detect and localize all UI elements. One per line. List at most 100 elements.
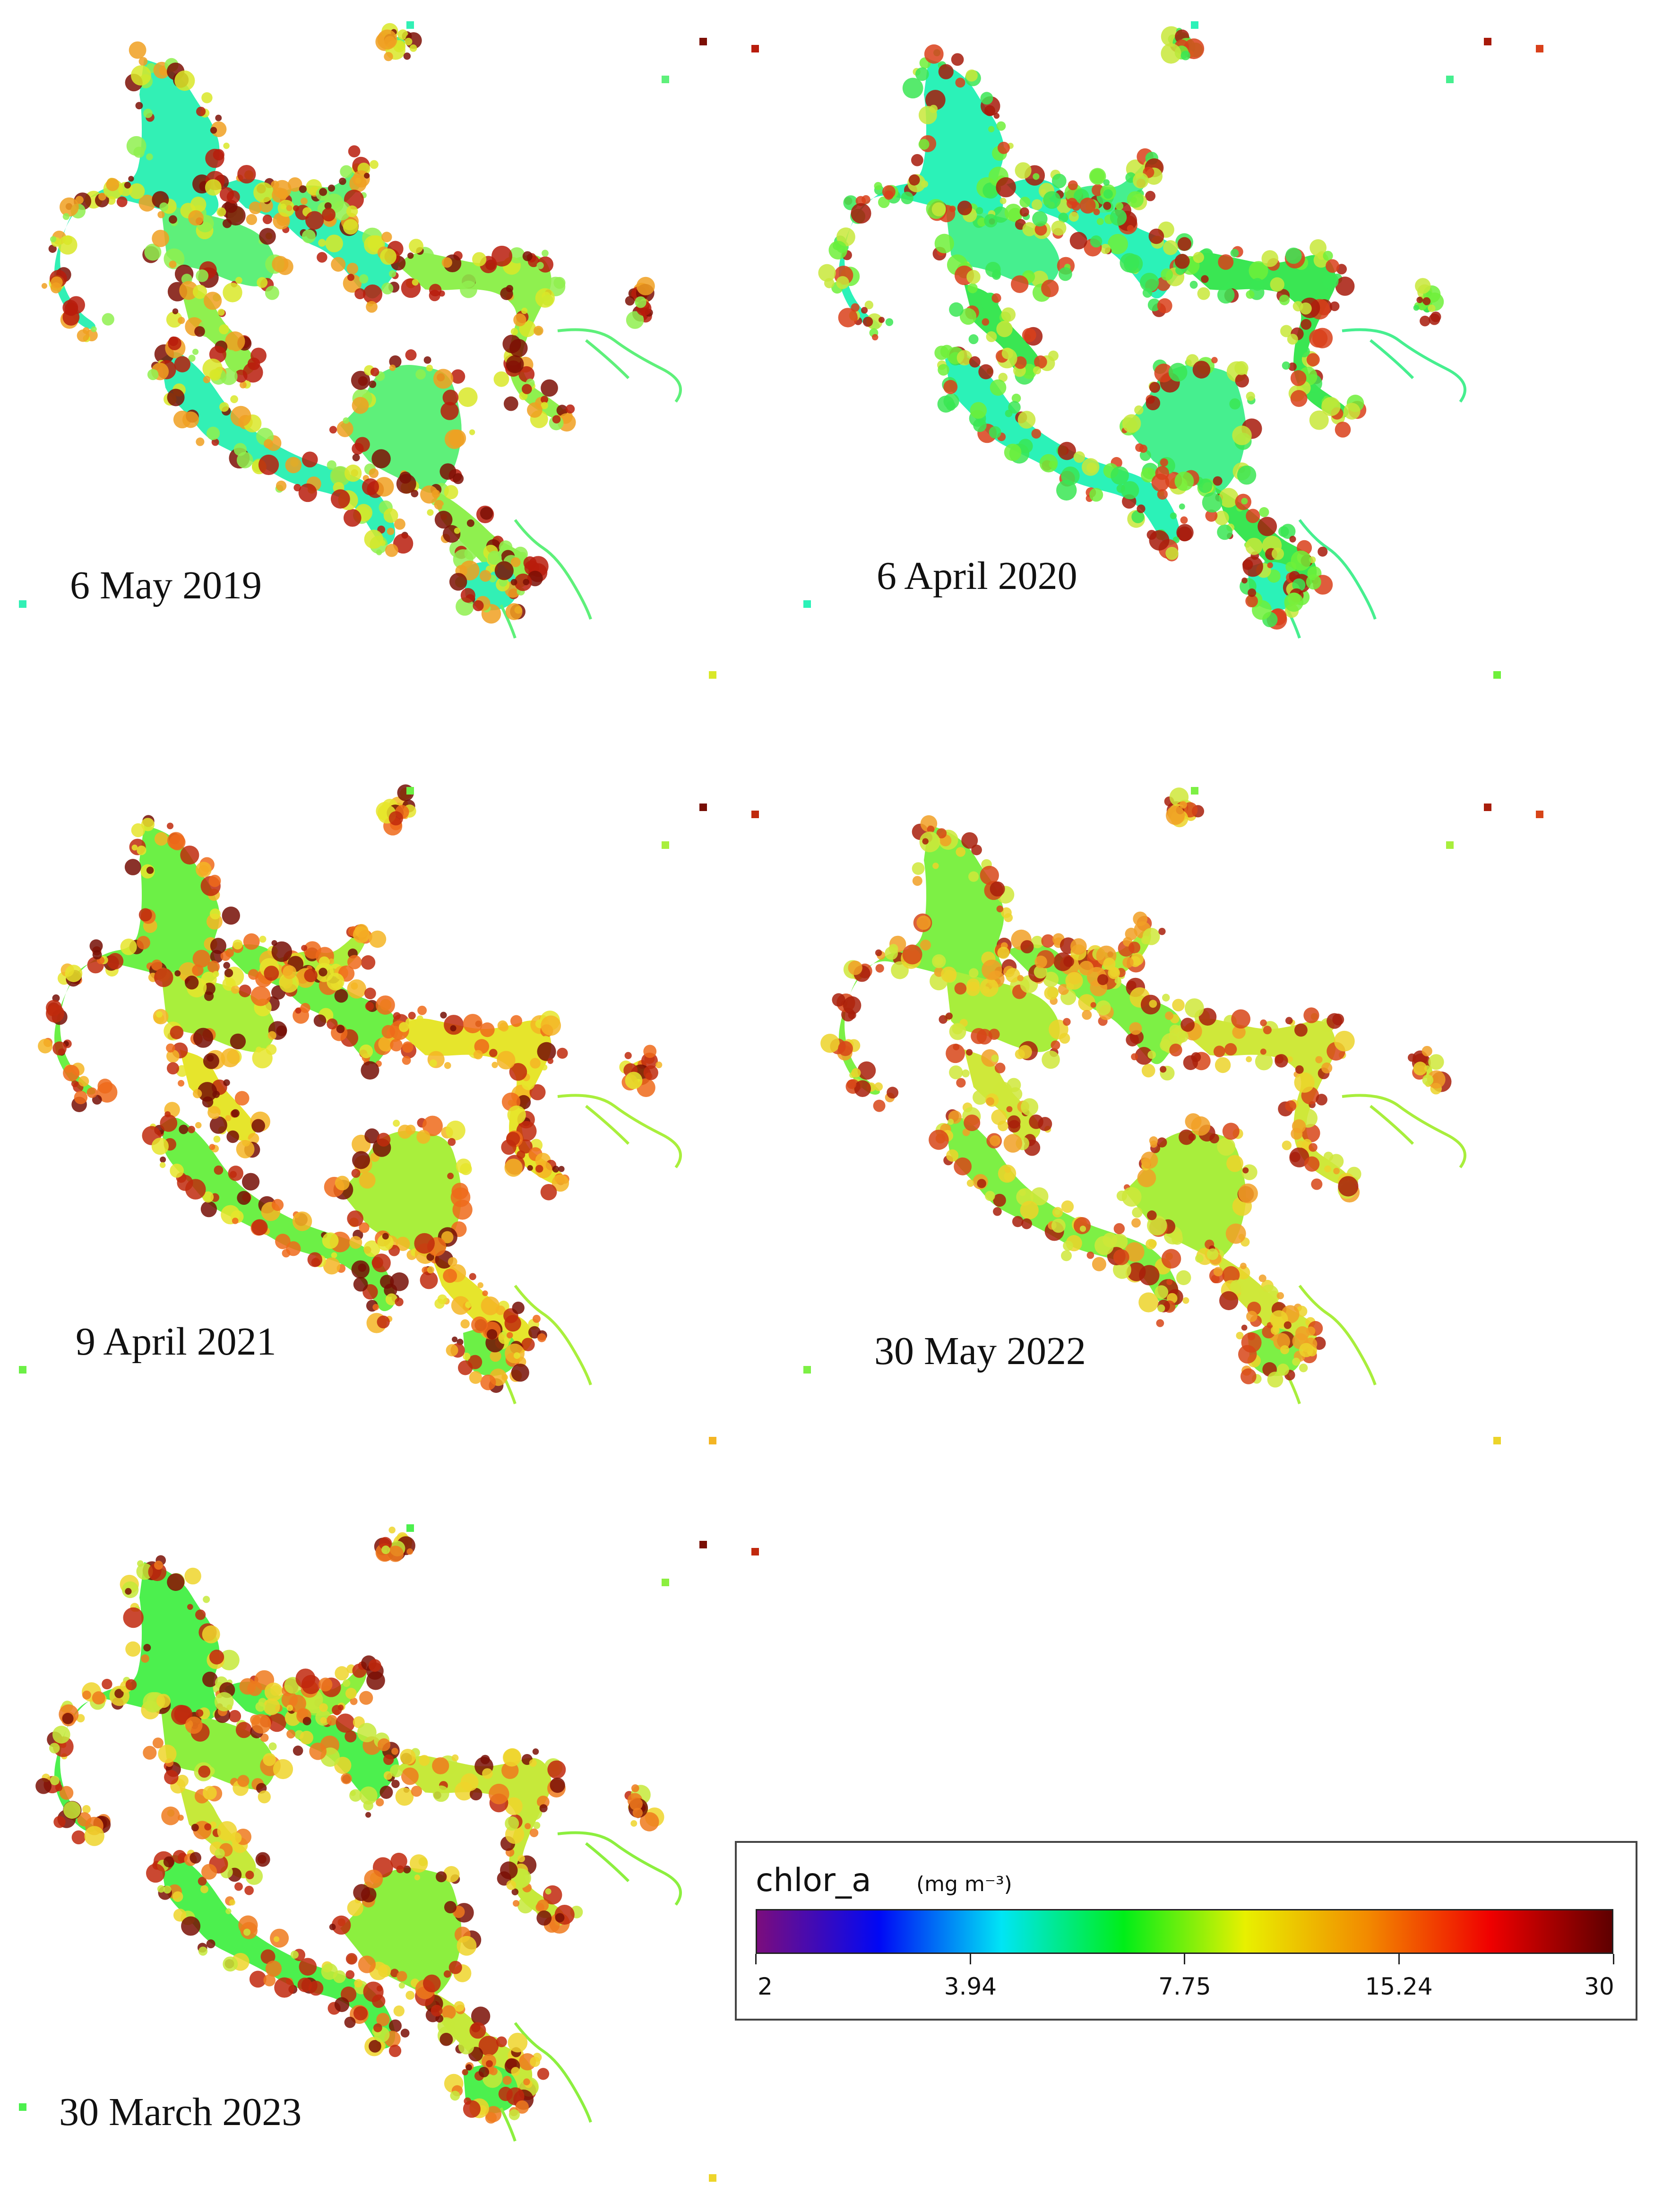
hotspot	[1133, 911, 1148, 926]
hotspot	[1148, 228, 1164, 244]
hotspot	[1156, 1319, 1164, 1327]
hotspot	[1306, 353, 1320, 367]
hotspot	[1058, 984, 1069, 995]
hotspot	[393, 2005, 405, 2017]
hotspot	[1420, 315, 1430, 327]
hotspot	[174, 356, 191, 372]
hotspot	[1079, 198, 1096, 214]
hotspot	[388, 2044, 402, 2057]
hotspot	[929, 104, 938, 113]
hotspot	[1170, 512, 1177, 519]
hotspot	[363, 284, 383, 304]
hotspot	[1195, 1254, 1204, 1263]
hotspot	[354, 1979, 363, 1988]
hotspot	[1040, 189, 1046, 195]
hotspot	[1290, 370, 1307, 386]
hotspot	[279, 973, 299, 993]
hotspot	[1113, 1223, 1125, 1235]
hotspot	[381, 232, 392, 242]
hotspot	[202, 1671, 218, 1687]
hotspot	[426, 1253, 434, 1261]
chlorophyll-map-2019	[19, 21, 759, 679]
hotspot	[450, 2091, 460, 2101]
hotspot	[533, 1822, 541, 1829]
hotspot	[1141, 1151, 1158, 1169]
hotspot	[347, 1900, 363, 1917]
hotspot	[1329, 301, 1340, 311]
hotspot	[137, 936, 150, 950]
hotspot	[228, 1166, 244, 1181]
hotspot	[285, 457, 302, 474]
hotspot	[510, 328, 518, 336]
hotspot	[1031, 199, 1042, 210]
hotspot	[419, 1754, 430, 1766]
hotspot	[230, 406, 251, 427]
hotspot	[916, 916, 931, 930]
hotspot	[370, 367, 379, 377]
hotspot	[444, 1015, 464, 1035]
hotspot	[632, 1807, 643, 1818]
hotspot	[465, 1301, 472, 1308]
hotspot	[345, 1953, 358, 1965]
hotspot	[1270, 277, 1284, 292]
hotspot	[1030, 1187, 1049, 1206]
hotspot	[434, 500, 444, 510]
hotspot	[527, 1165, 533, 1171]
hotspot	[1134, 405, 1144, 415]
hotspot	[271, 941, 293, 962]
hotspot	[1131, 1218, 1141, 1228]
hotspot	[343, 509, 362, 527]
colorbar-tick-label: 3.94	[944, 1973, 997, 2000]
hotspot	[626, 311, 644, 329]
chlorophyll-hotspots	[820, 787, 1452, 1388]
hotspot	[489, 1783, 509, 1805]
hotspot	[458, 2039, 474, 2055]
hotspot	[123, 1607, 144, 1628]
chlorophyll-hotspots	[35, 1526, 664, 2124]
hotspot	[1138, 1292, 1159, 1313]
hotspot	[196, 106, 206, 116]
hotspot	[971, 1028, 987, 1044]
hotspot	[954, 982, 967, 995]
river-channel	[585, 339, 630, 380]
hotspot	[505, 603, 523, 620]
hotspot	[209, 369, 221, 381]
hotspot	[1172, 999, 1185, 1011]
hotspot	[231, 985, 240, 994]
colorbar-tick-label: 30	[1584, 1973, 1614, 2000]
hotspot	[431, 490, 440, 498]
hotspot	[1211, 357, 1218, 363]
hotspot	[966, 978, 980, 992]
hotspot	[382, 1233, 389, 1240]
hotspot	[166, 1062, 180, 1075]
hotspot	[1051, 1040, 1060, 1050]
hotspot	[1031, 935, 1044, 949]
hotspot	[397, 1124, 412, 1139]
hotspot	[1113, 1249, 1129, 1265]
hotspot	[970, 402, 987, 419]
hotspot	[60, 197, 79, 217]
hotspot	[1161, 1249, 1181, 1269]
hotspot	[272, 187, 287, 203]
hotspot	[75, 196, 84, 204]
hotspot	[1343, 403, 1361, 420]
hotspot	[1100, 243, 1111, 254]
hotspot	[366, 301, 378, 313]
hotspot	[1163, 240, 1178, 255]
hotspot	[485, 2106, 502, 2122]
hotspot	[1299, 1343, 1314, 1357]
hotspot	[439, 2032, 453, 2046]
hotspot	[1230, 1279, 1244, 1294]
hotspot	[364, 235, 383, 255]
hotspot	[304, 968, 318, 983]
hotspot	[1413, 304, 1420, 311]
hotspot	[929, 1130, 949, 1150]
hotspot	[1166, 1279, 1173, 1285]
hotspot	[381, 1025, 396, 1039]
hotspot	[1056, 480, 1077, 501]
hotspot	[1315, 1056, 1323, 1063]
hotspot	[267, 1031, 276, 1040]
hotspot	[250, 986, 271, 1006]
hotspot	[200, 1885, 208, 1893]
hotspot	[1318, 546, 1328, 557]
